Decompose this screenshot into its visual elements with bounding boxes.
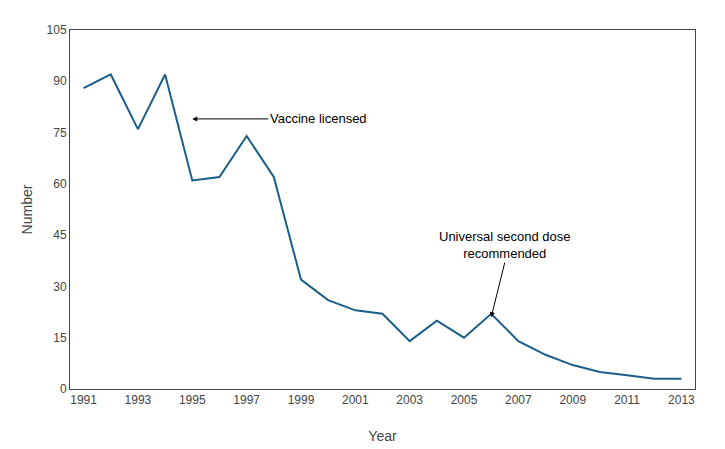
svg-text:60: 60 bbox=[53, 177, 67, 191]
svg-text:Vaccine licensed: Vaccine licensed bbox=[270, 111, 367, 126]
svg-text:1997: 1997 bbox=[233, 393, 260, 407]
svg-text:90: 90 bbox=[53, 74, 67, 88]
svg-text:30: 30 bbox=[53, 280, 67, 294]
svg-text:2011: 2011 bbox=[614, 393, 640, 407]
svg-text:2005: 2005 bbox=[451, 393, 478, 407]
svg-text:2001: 2001 bbox=[342, 393, 369, 407]
svg-text:2013: 2013 bbox=[668, 393, 695, 407]
svg-text:Universal second doserecommend: Universal second doserecommended bbox=[439, 229, 571, 261]
svg-text:45: 45 bbox=[53, 228, 67, 242]
svg-text:1995: 1995 bbox=[179, 393, 206, 407]
svg-text:1993: 1993 bbox=[125, 393, 152, 407]
svg-text:105: 105 bbox=[47, 23, 67, 37]
svg-text:15: 15 bbox=[53, 331, 67, 345]
svg-text:Number: Number bbox=[19, 184, 35, 234]
svg-text:2009: 2009 bbox=[559, 393, 586, 407]
svg-text:1999: 1999 bbox=[288, 393, 315, 407]
svg-text:75: 75 bbox=[53, 126, 67, 140]
svg-text:1991: 1991 bbox=[70, 393, 97, 407]
svg-text:2007: 2007 bbox=[505, 393, 532, 407]
svg-text:Year: Year bbox=[368, 428, 397, 444]
svg-text:2003: 2003 bbox=[396, 393, 423, 407]
svg-text:0: 0 bbox=[60, 382, 67, 396]
